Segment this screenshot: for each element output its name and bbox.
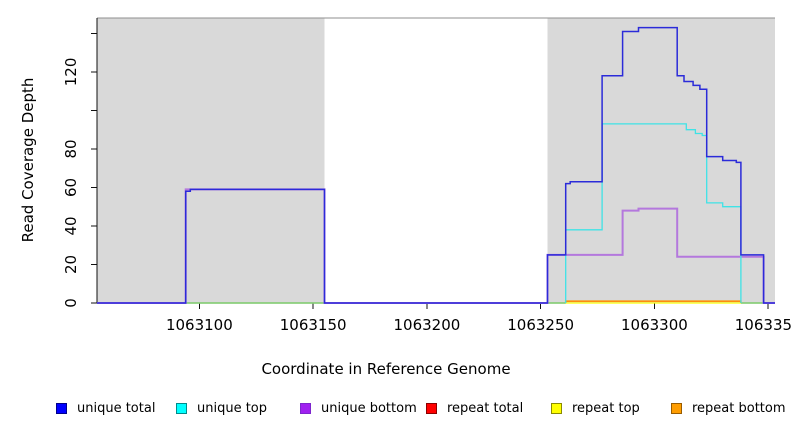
legend-item-unique-bottom: unique bottom: [300, 398, 417, 418]
y-tick-label: 60: [62, 178, 80, 197]
legend-label: unique top: [197, 400, 268, 416]
y-tick-label: 0: [62, 298, 80, 308]
legend-swatch-icon: [56, 402, 67, 414]
legend-item-repeat-top: repeat top: [551, 398, 640, 418]
x-tick-label: 1063300: [621, 316, 688, 334]
y-tick-label: 20: [62, 255, 80, 274]
legend-swatch-icon: [176, 402, 187, 414]
legend-swatch-icon: [671, 402, 682, 414]
legend-swatch-icon: [551, 402, 562, 414]
x-axis-title: Coordinate in Reference Genome: [261, 360, 511, 378]
series-unique-total: [97, 26, 775, 304]
y-tick-label: 80: [62, 139, 80, 158]
legend-item-repeat-total: repeat total: [426, 398, 523, 418]
x-tick-label: 1063100: [166, 316, 233, 334]
legend-label: unique bottom: [321, 400, 417, 416]
y-tick-label: 40: [62, 216, 80, 235]
legend-label: repeat bottom: [692, 400, 786, 416]
x-axis-title-row: Coordinate in Reference Genome: [0, 360, 792, 378]
legend-swatch-icon: [426, 402, 437, 414]
legend-item-unique-total: unique total: [56, 398, 155, 418]
x-tick-label: 1063150: [280, 316, 347, 334]
shaded-region: [97, 18, 325, 303]
legend-label: repeat total: [447, 400, 524, 416]
y-axis-title: Read Coverage Depth: [19, 77, 37, 243]
legend-label: unique total: [77, 400, 156, 416]
x-tick-label: 1063200: [393, 316, 460, 334]
legend-item-repeat-bottom: repeat bottom: [671, 398, 786, 418]
legend-swatch-icon: [300, 402, 311, 414]
legend-item-unique-top: unique top: [176, 398, 267, 418]
x-tick-label: 1063250: [507, 316, 574, 334]
legend: unique total unique top unique bottom repea…: [0, 398, 792, 420]
legend-label: repeat top: [572, 400, 640, 416]
y-tick-label: 120: [62, 58, 80, 87]
